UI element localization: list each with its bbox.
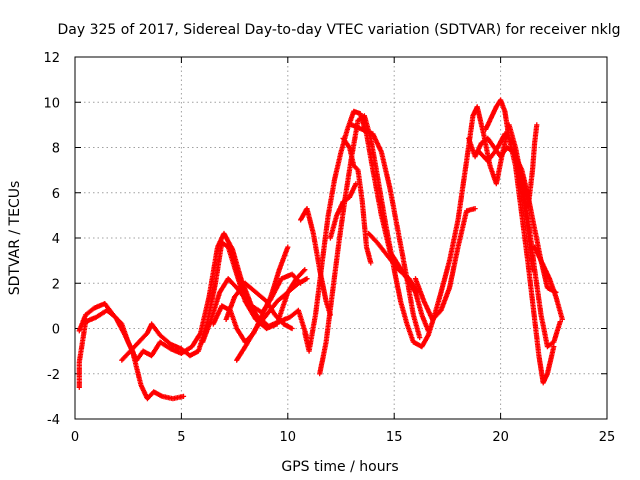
tick-labels: 0 5 10 15 20 25 -4 -2 0 2 4 6 8 10 12 [43,51,615,445]
series-19 [532,244,565,322]
series-5-markers [210,244,291,345]
series-7 [223,280,295,332]
x-tick-label: 0 [71,430,79,445]
series-11 [340,135,374,266]
series-14 [366,230,421,295]
series-15-markers [412,206,478,322]
y-tick-label: 0 [52,323,60,338]
x-tick-label: 20 [492,430,509,445]
y-axis-label: SDTVAR / TECUs [7,181,23,296]
x-tick-label: 15 [386,430,403,445]
series-13 [349,122,423,341]
series-18-markers [476,131,536,273]
x-axis-label: GPS time / hours [281,459,398,475]
y-tick-label: 10 [43,96,60,111]
series-18 [476,131,536,273]
y-tick-label: -4 [47,413,60,428]
y-tick-label: 8 [52,142,60,157]
plot-frame [74,56,608,420]
x-tick-label: 25 [599,430,616,445]
series-20-markers [525,122,540,209]
series-7-markers [223,280,295,332]
y-tick-label: 4 [52,232,60,247]
series-12-markers [327,181,359,241]
series-2-markers [76,307,187,402]
data-marks [76,97,565,402]
chart-title: Day 325 of 2017, Sidereal Day-to-day VTE… [58,22,621,38]
series-14-markers [366,230,421,295]
x-tick-label: 5 [177,430,185,445]
series-11-markers [340,135,374,266]
series-19-markers [532,244,565,322]
series-13-markers [349,122,423,341]
y-tick-label: -2 [47,368,60,383]
y-tick-label: 6 [52,187,60,202]
y-tick-label: 2 [52,277,60,292]
y-tick-label: 12 [43,51,60,66]
series-2 [76,307,187,402]
series-20 [525,122,540,209]
series-5 [210,244,291,345]
series-15 [412,206,478,322]
series-12 [327,181,359,241]
x-tick-label: 10 [280,430,297,445]
